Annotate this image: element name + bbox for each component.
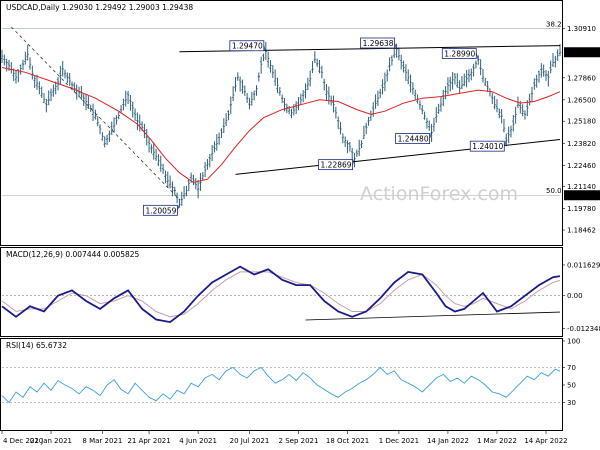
- annotation-leader: [177, 204, 180, 211]
- rsi-tick-label: 100: [567, 338, 580, 346]
- rsi-tick-label: 70: [567, 364, 576, 372]
- x-tick-label: 21 Jan 2021: [30, 437, 72, 445]
- macd-line: [1, 265, 561, 324]
- annotation-leader: [352, 158, 355, 165]
- macd-panel-header: MACD(12,26,9) 0.007444 0.005825: [6, 250, 140, 259]
- annotation-leader: [429, 132, 432, 139]
- annotation-label: 1.24480: [398, 135, 429, 144]
- annotation-label: 1.29470: [232, 42, 263, 51]
- annotation-label: 1.22869: [321, 161, 352, 170]
- price-tick-label: 1.25180: [567, 118, 596, 126]
- rsi-panel-frame: [0, 338, 563, 431]
- macd-tick-label: 0.011629: [567, 261, 600, 269]
- fib-38-label: 38.2: [546, 20, 562, 28]
- x-tick-label: 1 Mar 2022: [477, 437, 517, 445]
- watermark: ActionForex.com: [360, 183, 518, 205]
- lower-trendline: [235, 139, 561, 175]
- price-panel-header: USDCAD,Daily 1.29030 1.29492 1.29003 1.2…: [6, 3, 193, 12]
- annotation-label: 1.20059: [145, 206, 176, 215]
- fib-50-label: 50.0: [546, 187, 562, 195]
- price-tick-label: 1.22460: [567, 162, 596, 170]
- macd-trendline: [305, 311, 561, 321]
- annotation-leader: [503, 140, 507, 147]
- x-tick-label: 2 Sep 2021: [279, 437, 319, 445]
- macd-tick-label: -0.012348: [567, 325, 600, 333]
- x-tick-label: 18 Oct 2021: [326, 437, 369, 445]
- rsi-tick-label: 50: [567, 382, 576, 390]
- x-tick-label: 21 Apr 2021: [127, 437, 170, 445]
- last-price-box: [564, 47, 600, 58]
- price-tick-label: 1.27860: [567, 74, 596, 82]
- x-tick-label: 20 Jul 2021: [230, 437, 270, 445]
- price-panel-frame: [0, 0, 563, 246]
- moving-average-line: [1, 67, 561, 184]
- price-tick-label: 1.26500: [567, 96, 596, 104]
- x-tick-label: 4 Dec 2020: [3, 437, 43, 445]
- rsi-tick-label: 30: [567, 399, 576, 407]
- price-tick-label: 1.23820: [567, 140, 596, 148]
- price-tick-label: 1.18462: [567, 227, 596, 235]
- annotation-label: 1.28990: [444, 50, 475, 59]
- x-tick-label: 14 Apr 2022: [524, 437, 567, 445]
- price-panel: 38.2 50.0 1.29470 1.29638 1.28990 1.24480 1.24…: [0, 20, 600, 235]
- x-tick-label: 4 Jun 2021: [179, 437, 217, 445]
- price-tick-label: 1.21140: [567, 183, 596, 191]
- fib-level-label: 1.20610: [566, 192, 595, 200]
- rsi-panel-header: RSI(14) 65.6732: [6, 341, 67, 350]
- annotation-label: 1.29638: [363, 39, 394, 48]
- x-tick-label: 14 Jan 2022: [427, 437, 469, 445]
- price-tick-label: 1.19780: [567, 205, 596, 213]
- x-tick-label: 8 Mar 2021: [82, 437, 122, 445]
- guide-dashed-line: [11, 26, 180, 200]
- macd-panel: 0.011629 0.00 -0.012348: [1, 261, 600, 333]
- annotation-leader: [475, 53, 479, 60]
- fib-level-box: [564, 190, 600, 201]
- annotation-leader: [394, 42, 397, 50]
- annotation-leader: [263, 45, 267, 52]
- rsi-panel: 100 70 50 30: [1, 338, 580, 407]
- macd-panel-frame: [0, 247, 563, 337]
- macd-signal-line: [1, 271, 561, 318]
- last-price-label: 1.29438: [566, 49, 595, 57]
- annotation-label: 1.24010: [472, 142, 503, 151]
- macd-tick-label: 0.00: [567, 292, 583, 300]
- rsi-line: [1, 366, 561, 404]
- price-tick-label: 1.30910: [567, 25, 596, 33]
- x-tick-label: 1 Dec 2021: [379, 437, 419, 445]
